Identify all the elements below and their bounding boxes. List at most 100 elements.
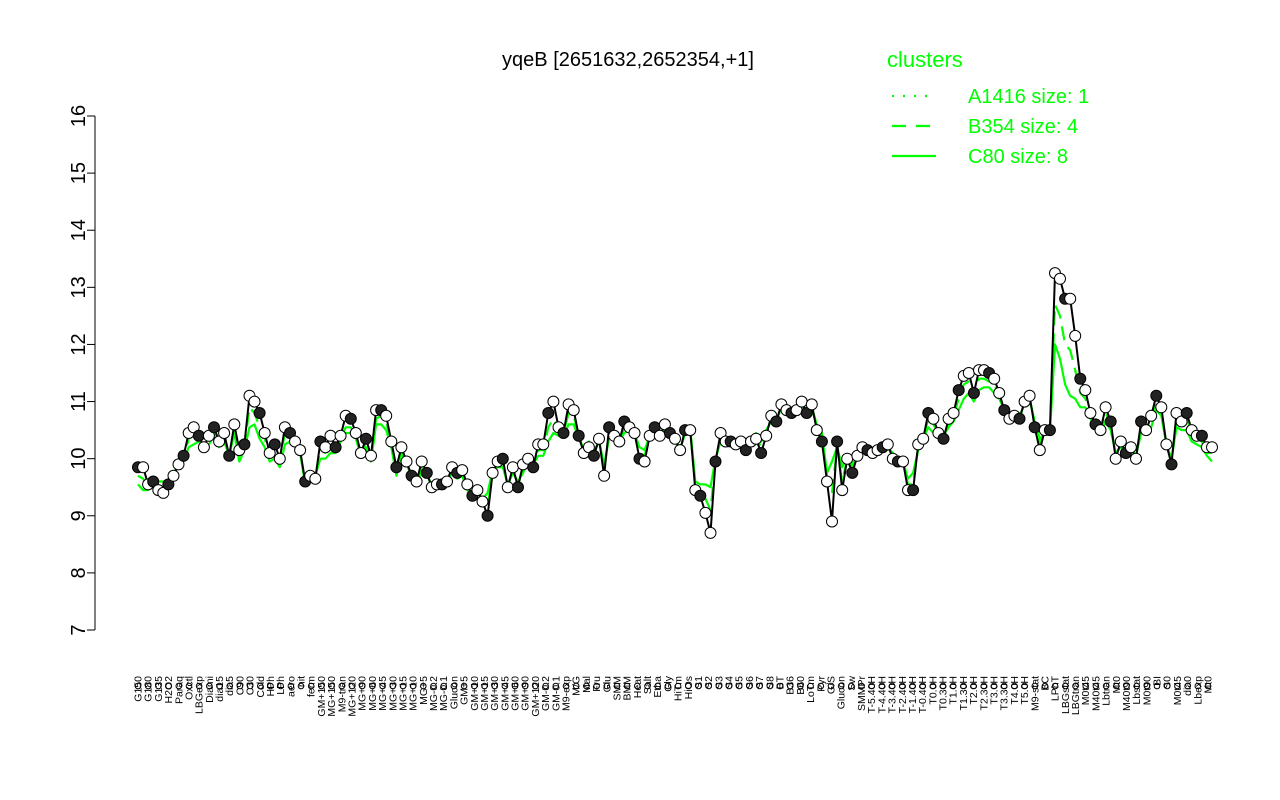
data-point bbox=[709, 455, 722, 468]
data-point bbox=[476, 495, 489, 508]
x-tick-marker bbox=[1143, 682, 1151, 690]
data-point bbox=[1206, 441, 1218, 454]
x-tick-label: MG+60 bbox=[367, 676, 379, 711]
x-tick-marker bbox=[226, 682, 233, 690]
x-tick-marker bbox=[746, 682, 753, 690]
data-point bbox=[907, 484, 920, 497]
data-point bbox=[684, 424, 697, 437]
x-tick-marker bbox=[572, 682, 580, 690]
x-tick-label: M9-stat bbox=[1029, 676, 1041, 711]
x-tick-marker bbox=[766, 682, 774, 690]
x-tick-marker bbox=[1051, 682, 1059, 690]
x-tick-label: Mal bbox=[581, 676, 593, 693]
x-tick-marker bbox=[868, 682, 876, 690]
x-tick-label: BC bbox=[1040, 676, 1052, 691]
x-tick-marker bbox=[623, 682, 631, 690]
y-tick-label: 12 bbox=[68, 333, 90, 355]
data-point bbox=[1150, 389, 1163, 402]
x-tick-marker bbox=[827, 682, 835, 690]
x-tick-label: GM-0.1 bbox=[550, 676, 562, 711]
data-point bbox=[1084, 407, 1097, 419]
x-tick-label: S1 bbox=[693, 676, 705, 689]
x-tick-label: MG+5 bbox=[418, 676, 430, 705]
x-tick-marker bbox=[1092, 682, 1100, 690]
x-tick-label: M40t90 bbox=[1121, 676, 1133, 711]
x-tick-label: G180 bbox=[143, 676, 155, 702]
x-tick-marker bbox=[878, 682, 886, 690]
x-tick-marker bbox=[1184, 682, 1191, 690]
data-point bbox=[613, 435, 626, 448]
x-tick-marker bbox=[990, 682, 998, 690]
x-tick-marker bbox=[328, 682, 335, 690]
legend-title: clusters bbox=[887, 47, 963, 72]
x-tick-label: MG+45 bbox=[377, 676, 389, 711]
data-point bbox=[841, 452, 854, 465]
x-tick-marker bbox=[297, 682, 305, 690]
data-point bbox=[917, 432, 930, 445]
data-point bbox=[1155, 401, 1168, 414]
data-point bbox=[567, 404, 580, 417]
x-tick-label: S3 bbox=[713, 676, 725, 689]
x-tick-marker bbox=[888, 682, 896, 690]
x-tick-label: T-3.40H bbox=[887, 676, 899, 713]
x-tick-label: HiTm bbox=[673, 676, 685, 701]
data-point bbox=[294, 444, 307, 457]
x-tick-marker bbox=[369, 682, 376, 690]
data-point bbox=[881, 438, 894, 451]
x-tick-marker bbox=[583, 682, 590, 690]
x-axis-labels: G150G180G135H2O2ParaqOxctlLBGexpDiamidia… bbox=[133, 675, 1215, 716]
x-tick-marker bbox=[511, 682, 519, 690]
x-tick-marker bbox=[634, 682, 641, 690]
x-tick-label: GM+150 bbox=[316, 676, 328, 717]
data-point bbox=[993, 387, 1006, 399]
data-point bbox=[547, 395, 560, 408]
data-point bbox=[471, 484, 484, 497]
x-tick-marker bbox=[929, 682, 937, 690]
x-tick-label: T-4.40H bbox=[876, 676, 888, 713]
data-point bbox=[653, 429, 666, 442]
data-point bbox=[537, 438, 550, 451]
data-point bbox=[527, 461, 540, 474]
x-tick-label: LBGtran bbox=[1070, 676, 1082, 715]
x-tick-label: T3.30H bbox=[999, 676, 1011, 710]
data-point bbox=[587, 449, 600, 462]
data-point bbox=[1028, 421, 1041, 434]
x-tick-label: Lbexp bbox=[1192, 676, 1204, 705]
data-point bbox=[1180, 407, 1193, 419]
data-point bbox=[836, 484, 849, 497]
x-tick-label: T-2.40H bbox=[897, 676, 909, 713]
data-point bbox=[826, 515, 838, 528]
x-tick-marker bbox=[501, 682, 509, 690]
data-point bbox=[273, 452, 286, 465]
x-tick-label: Oxctl bbox=[184, 676, 196, 700]
x-tick-marker bbox=[685, 682, 692, 690]
x-tick-marker bbox=[603, 682, 611, 690]
x-tick-marker bbox=[562, 682, 570, 690]
data-point bbox=[420, 466, 433, 479]
x-tick-marker bbox=[277, 682, 285, 690]
x-tick-marker bbox=[155, 682, 162, 690]
x-tick-marker bbox=[521, 682, 529, 690]
x-tick-marker bbox=[593, 682, 600, 690]
x-tick-marker bbox=[1000, 682, 1008, 690]
x-tick-label: G150 bbox=[133, 676, 145, 702]
x-tick-marker bbox=[735, 682, 743, 690]
data-point bbox=[795, 395, 808, 408]
x-tick-marker bbox=[644, 682, 651, 690]
data-point bbox=[349, 427, 362, 439]
data-point bbox=[238, 438, 251, 451]
data-point bbox=[253, 407, 266, 419]
data-point bbox=[1160, 438, 1173, 451]
x-tick-label: M0t45 bbox=[1080, 676, 1092, 705]
x-tick-marker bbox=[695, 682, 702, 690]
y-tick-label: 10 bbox=[68, 448, 90, 470]
data-point bbox=[177, 449, 190, 462]
data-point bbox=[1069, 329, 1082, 342]
x-tick-marker bbox=[909, 682, 916, 690]
x-tick-marker bbox=[460, 682, 468, 690]
data-point bbox=[410, 475, 423, 488]
data-point bbox=[1114, 435, 1127, 448]
y-tick-label: 9 bbox=[68, 510, 90, 521]
x-tick-marker bbox=[389, 682, 397, 690]
x-tick-label: SMMPr bbox=[856, 676, 868, 712]
